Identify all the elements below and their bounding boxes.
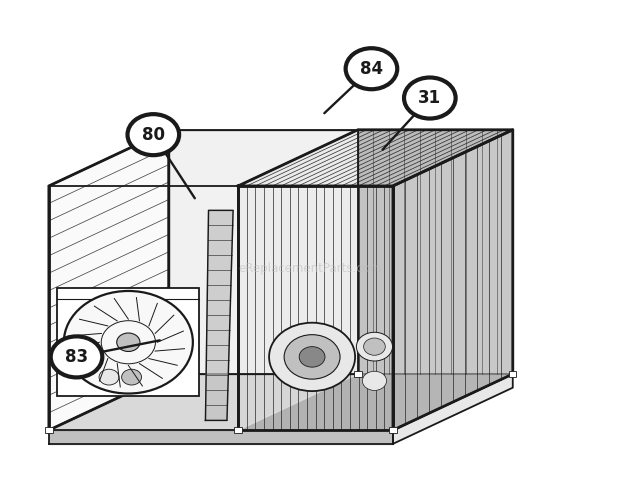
Text: 80: 80 xyxy=(142,125,165,144)
Polygon shape xyxy=(393,374,513,444)
Polygon shape xyxy=(238,186,393,430)
Bar xyxy=(45,427,53,433)
Bar xyxy=(234,427,242,433)
Polygon shape xyxy=(49,374,358,430)
Bar xyxy=(509,371,516,377)
Polygon shape xyxy=(169,130,358,374)
Circle shape xyxy=(284,334,340,379)
Text: 31: 31 xyxy=(418,89,441,107)
Polygon shape xyxy=(358,130,513,374)
Circle shape xyxy=(99,369,119,385)
FancyBboxPatch shape xyxy=(58,288,199,396)
Bar xyxy=(165,371,172,377)
Polygon shape xyxy=(49,430,393,444)
Bar xyxy=(354,371,361,377)
Circle shape xyxy=(363,338,385,355)
Circle shape xyxy=(299,347,325,367)
Circle shape xyxy=(345,48,397,89)
Polygon shape xyxy=(205,210,233,420)
Polygon shape xyxy=(393,130,513,430)
Circle shape xyxy=(404,78,456,119)
Circle shape xyxy=(363,371,386,390)
Circle shape xyxy=(64,291,193,394)
Circle shape xyxy=(117,333,140,351)
Circle shape xyxy=(128,114,179,155)
Bar xyxy=(389,427,397,433)
Circle shape xyxy=(356,332,392,361)
Text: 83: 83 xyxy=(65,348,88,366)
Polygon shape xyxy=(49,374,513,430)
Circle shape xyxy=(113,363,149,391)
Text: eReplacementParts.com: eReplacementParts.com xyxy=(238,262,382,276)
Circle shape xyxy=(122,369,141,385)
Polygon shape xyxy=(238,130,513,186)
Circle shape xyxy=(51,336,102,377)
Text: 84: 84 xyxy=(360,60,383,78)
Polygon shape xyxy=(49,130,169,430)
Circle shape xyxy=(269,323,355,391)
